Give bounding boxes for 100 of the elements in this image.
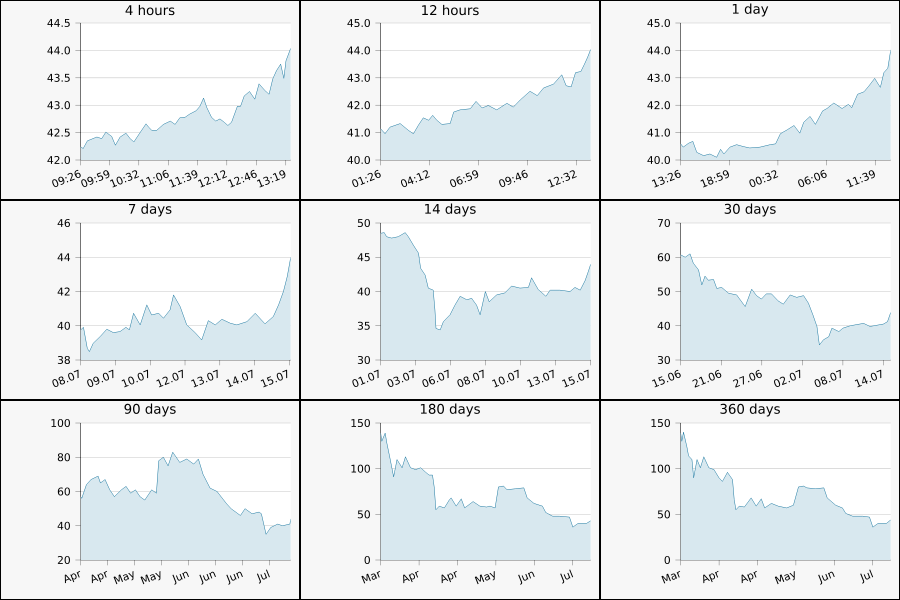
y-tick-label: 60 — [58, 487, 70, 496]
x-tick-label: 04:12 — [401, 170, 430, 188]
x-tick-label: 27.06 — [732, 370, 762, 388]
x-tick-label: 11:06 — [140, 170, 169, 188]
chart-title: 7 days — [128, 204, 172, 216]
y-tick-label: 40 — [58, 322, 70, 330]
y-tick-label: 150 — [651, 418, 670, 428]
chart-title: 90 days — [124, 404, 176, 416]
y-tick-label: 0 — [364, 556, 370, 564]
y-tick-label: 40.0 — [347, 156, 370, 164]
y-tick-label: 42.0 — [647, 101, 670, 110]
x-tick-label: 12.07 — [156, 370, 183, 388]
x-tick-label: Jun — [518, 572, 535, 585]
x-tick-label: May — [114, 571, 134, 584]
x-tick-label: Apr — [403, 570, 419, 584]
x-tick-label: 08.07 — [457, 370, 484, 387]
chart-title: 14 days — [425, 204, 476, 216]
y-tick-label: 60 — [658, 253, 670, 262]
y-tick-label: 80 — [58, 453, 70, 462]
x-tick-label: Jul — [256, 570, 270, 584]
x-tick-label: Apr — [703, 570, 719, 584]
x-tick-label: 15.07 — [260, 370, 288, 388]
x-tick-label: 09:59 — [81, 170, 110, 188]
y-tick-label: 44.0 — [47, 46, 70, 54]
x-tick-label: 10.07 — [492, 370, 519, 388]
y-tick-label: 44.0 — [347, 46, 370, 54]
x-tick-label: Mar — [661, 570, 680, 584]
y-tick-label: 50 — [358, 510, 370, 518]
x-tick-label: 12:32 — [548, 170, 577, 188]
chart-title: 180 days — [420, 404, 480, 416]
y-tick-label: 0 — [664, 556, 670, 564]
y-tick-label: 50 — [658, 287, 670, 296]
y-tick-label: 50 — [358, 218, 370, 228]
x-tick-label: 11:39 — [168, 170, 198, 188]
y-tick-label: 38 — [58, 356, 70, 364]
y-tick-label: 44.5 — [47, 19, 70, 27]
y-tick-label: 70 — [658, 218, 670, 228]
y-tick-label: 44.0 — [647, 46, 670, 54]
x-tick-label: 14.07 — [854, 370, 882, 388]
y-tick-label: 41.0 — [647, 128, 670, 137]
y-tick-label: 40 — [658, 322, 670, 330]
x-tick-label: May — [140, 571, 160, 584]
x-tick-label: 02.07 — [774, 370, 800, 387]
x-tick-label: 12:12 — [198, 170, 228, 188]
x-tick-label: 01:26 — [352, 170, 381, 188]
x-tick-label: 12:46 — [228, 170, 257, 188]
x-tick-label: 06:06 — [798, 170, 827, 188]
x-tick-label: Jul — [860, 570, 874, 584]
x-tick-label: 06:59 — [450, 170, 478, 188]
x-tick-label: 01.07 — [352, 370, 379, 387]
y-tick-label: 41.0 — [347, 128, 370, 137]
x-tick-label: 08.07 — [52, 370, 79, 387]
x-tick-label: 13.07 — [527, 370, 554, 388]
x-tick-label: 10:32 — [110, 170, 140, 188]
y-tick-label: 42.0 — [347, 101, 370, 110]
x-tick-label: 15.07 — [562, 370, 589, 388]
x-tick-label: Apr — [442, 570, 457, 584]
y-tick-label: 45.0 — [647, 18, 670, 28]
y-tick-label: 30 — [658, 356, 670, 364]
y-tick-label: 100 — [351, 464, 370, 473]
y-tick-label: 42.5 — [47, 128, 70, 137]
chart-title: 12 hours — [422, 4, 479, 16]
x-tick-label: 13:26 — [652, 170, 681, 188]
x-tick-label: 08.07 — [814, 370, 841, 387]
y-tick-label: 35 — [358, 322, 370, 330]
x-tick-label: Jun — [199, 572, 216, 585]
x-tick-label: 21.06 — [692, 370, 722, 388]
x-tick-label: 09.07 — [87, 370, 114, 387]
x-tick-label: Mar — [361, 570, 380, 584]
y-tick-label: 30 — [358, 356, 370, 364]
x-tick-label: May — [474, 571, 495, 584]
y-tick-label: 50 — [658, 510, 670, 518]
chart-title: 1 day — [732, 4, 768, 16]
x-tick-label: 00:32 — [749, 170, 778, 188]
x-tick-label: 14.07 — [226, 370, 252, 388]
chart-title: 4 hours — [126, 4, 174, 16]
y-tick-label: 45 — [358, 253, 370, 262]
x-tick-label: 11:39 — [846, 170, 875, 188]
x-tick-label: 09:46 — [499, 170, 528, 188]
y-tick-label: 40 — [358, 287, 370, 296]
x-tick-label: Apr — [92, 570, 108, 584]
x-tick-label: 09:26 — [52, 170, 81, 188]
x-tick-label: 10.07 — [122, 370, 148, 388]
x-tick-label: 13.07 — [191, 370, 218, 388]
x-tick-label: 18:59 — [700, 170, 729, 188]
y-tick-label: 46 — [58, 218, 70, 228]
x-tick-label: 15.06 — [652, 370, 681, 388]
x-tick-label: Apr — [64, 570, 80, 584]
y-tick-label: 43.0 — [47, 101, 70, 110]
chart-title: 30 days — [724, 204, 776, 216]
y-tick-label: 150 — [351, 418, 370, 428]
y-tick-label: 44 — [58, 253, 70, 262]
y-tick-label: 42 — [58, 288, 70, 296]
x-tick-label: May — [774, 571, 795, 584]
y-tick-label: 20 — [58, 556, 70, 564]
y-tick-label: 100 — [651, 464, 670, 473]
y-tick-label: 40.0 — [647, 156, 670, 164]
y-tick-label: 43.0 — [647, 74, 670, 82]
x-tick-label: Jun — [172, 572, 189, 585]
y-tick-label: 40 — [58, 522, 70, 530]
